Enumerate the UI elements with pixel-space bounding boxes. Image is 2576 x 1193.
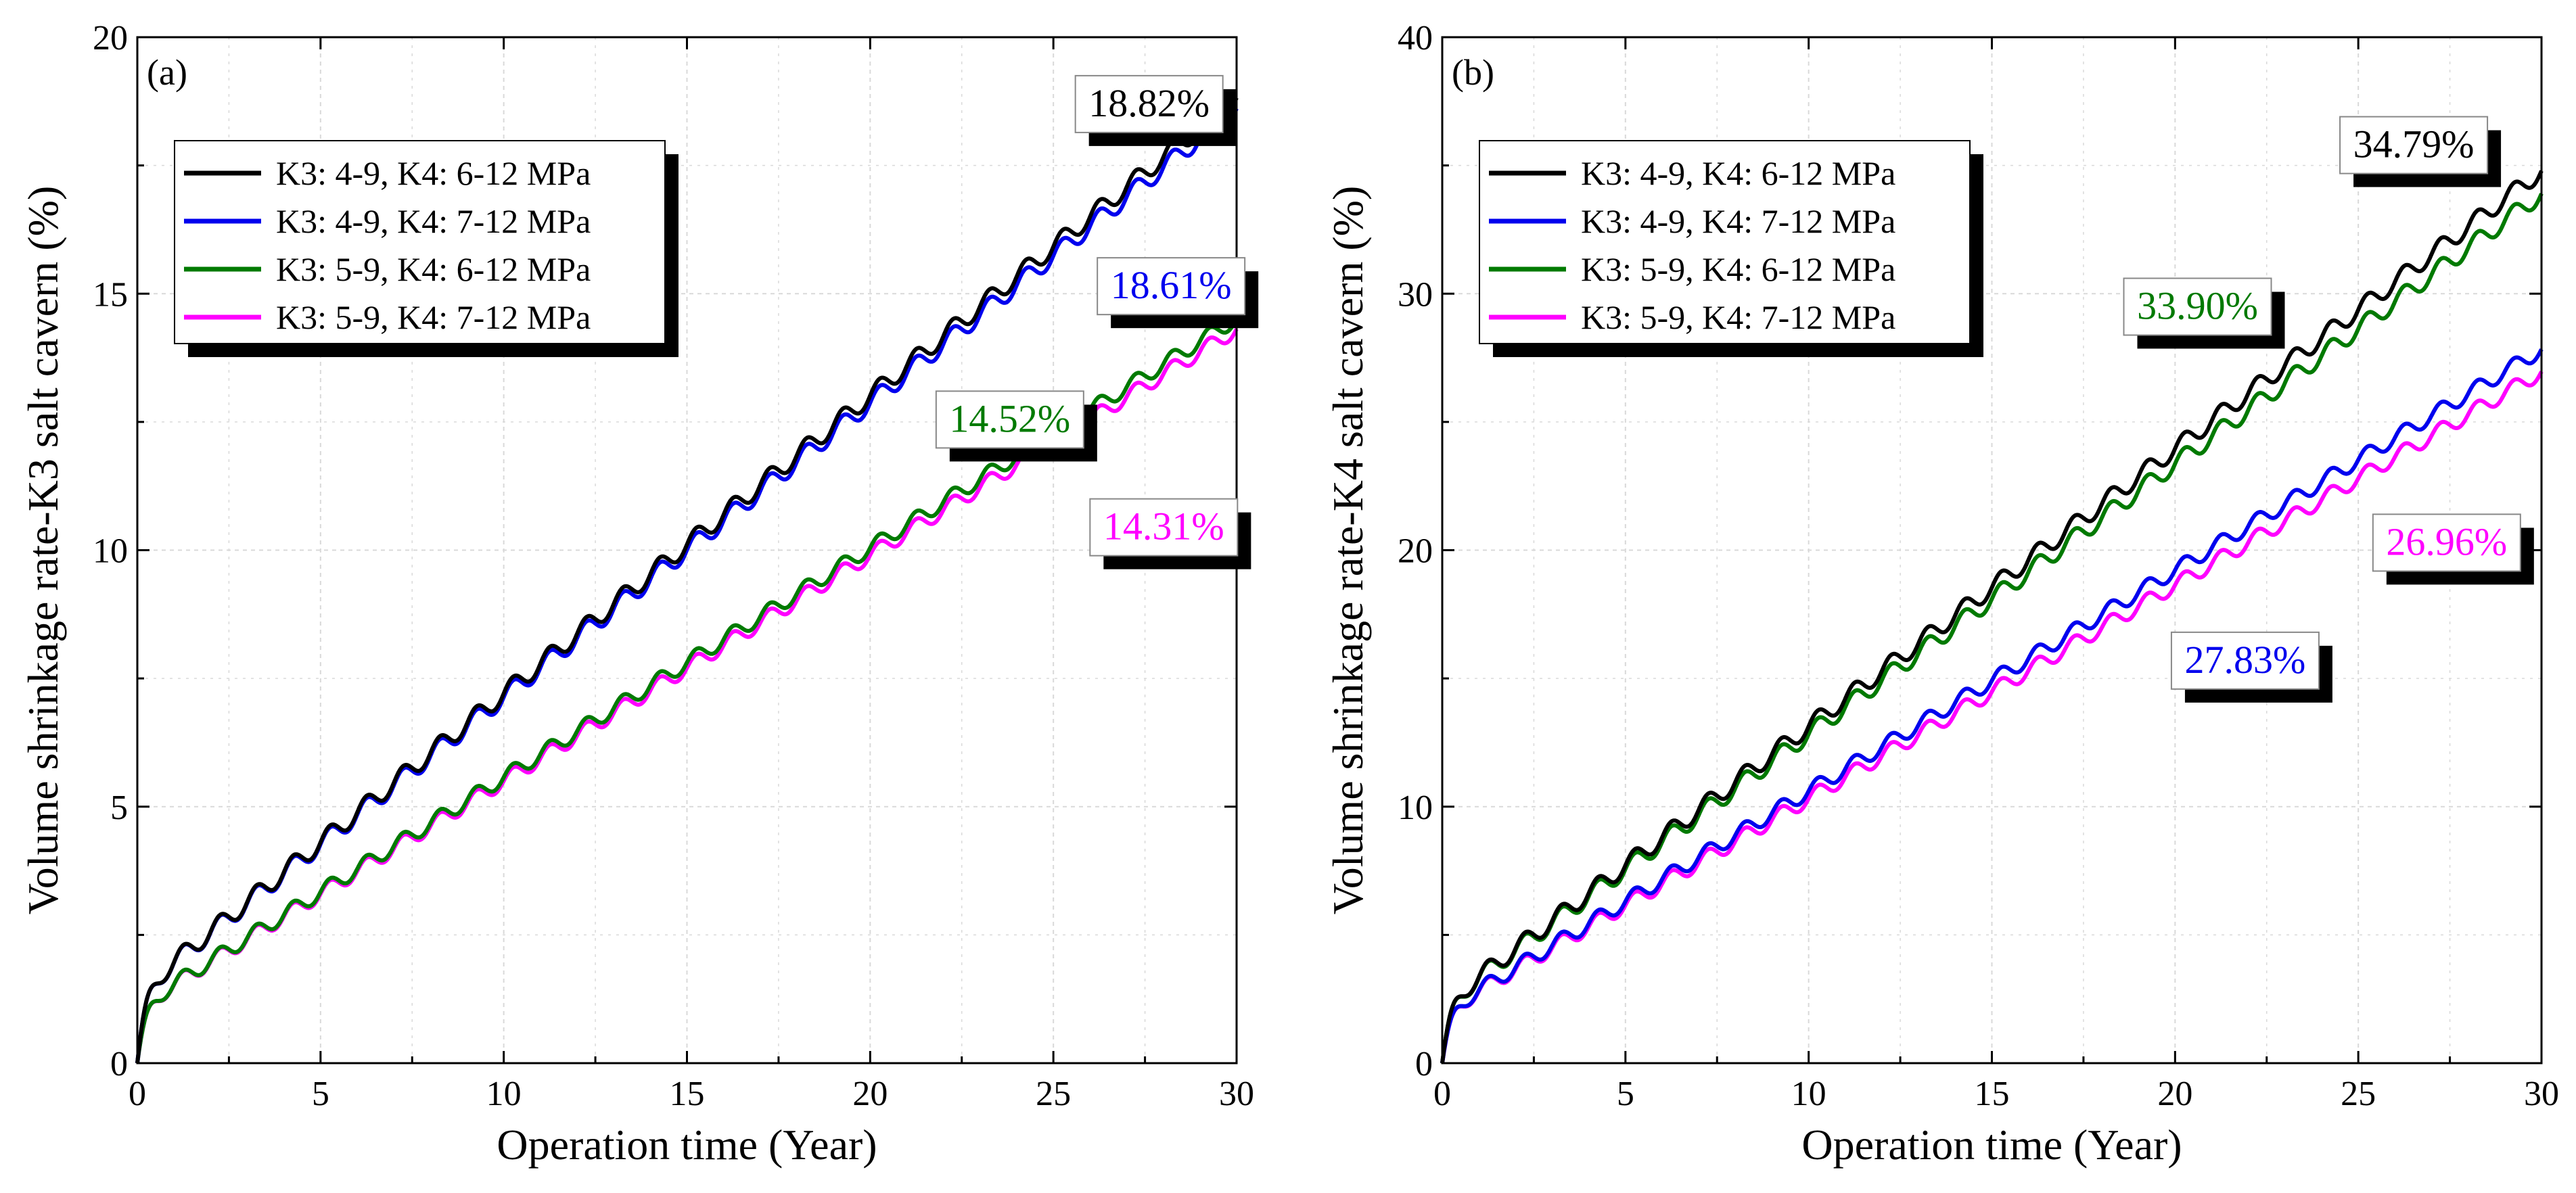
annotation-label: 14.52%	[949, 396, 1070, 440]
x-tick-label: 30	[2524, 1075, 2559, 1113]
x-tick-label: 20	[2157, 1075, 2192, 1113]
legend-entry: K3: 4-9, K4: 7-12 MPa	[276, 202, 591, 240]
legend-entry: K3: 5-9, K4: 6-12 MPa	[1581, 250, 1895, 288]
x-tick-label: 5	[1617, 1075, 1634, 1113]
y-tick-label: 5	[110, 789, 128, 827]
x-tick-label: 0	[1433, 1075, 1451, 1113]
annotation-label: 33.90%	[2137, 283, 2258, 327]
x-axis-label: Operation time (Year)	[1801, 1121, 2182, 1169]
panel-label: (a)	[147, 52, 187, 93]
y-tick-label: 0	[1415, 1045, 1433, 1083]
series-line-1	[135, 97, 1239, 1064]
y-tick-label: 15	[93, 275, 128, 314]
x-tick-label: 30	[1219, 1075, 1254, 1113]
x-tick-label: 25	[2341, 1075, 2376, 1113]
legend-entry: K3: 4-9, K4: 6-12 MPa	[1581, 154, 1895, 192]
annotation-box	[2372, 513, 2521, 572]
annotation-label: 14.31%	[1103, 505, 1224, 548]
x-tick-label: 10	[1791, 1075, 1826, 1113]
x-tick-label: 0	[129, 1075, 146, 1113]
y-tick-label: 40	[1398, 19, 1433, 57]
y-tick-label: 20	[1398, 532, 1433, 571]
legend-entry: K3: 5-9, K4: 7-12 MPa	[276, 298, 591, 336]
y-tick-label: 10	[1398, 789, 1433, 827]
y-tick-label: 20	[93, 19, 128, 57]
annotation-label: 34.79%	[2353, 122, 2475, 166]
annotation-box	[1074, 74, 1224, 133]
annotation-label: 18.82%	[1088, 81, 1210, 125]
series-line-1	[1440, 170, 2544, 1064]
annotation-label: 18.61%	[1111, 263, 1232, 307]
annotation-box	[935, 390, 1084, 449]
series-line-2	[1440, 348, 2544, 1064]
y-tick-label: 0	[110, 1045, 128, 1083]
x-tick-label: 15	[1975, 1075, 2010, 1113]
annotation-label: 26.96%	[2386, 519, 2507, 563]
annotation-box	[2339, 116, 2489, 174]
x-tick-label: 15	[670, 1075, 705, 1113]
y-tick-label: 10	[93, 532, 128, 571]
x-tick-label: 25	[1036, 1075, 1071, 1113]
legend-entry: K3: 4-9, K4: 6-12 MPa	[276, 154, 591, 192]
y-axis-label: Volume shrinkage rate-K3 salt cavern (%)	[19, 186, 67, 915]
panel-label: (b)	[1452, 52, 1494, 93]
annotation-box	[2123, 277, 2272, 336]
annotation-box	[2170, 631, 2320, 690]
legend-entry: K3: 5-9, K4: 6-12 MPa	[276, 250, 591, 288]
y-tick-label: 30	[1398, 275, 1433, 314]
legend-entry: K3: 5-9, K4: 7-12 MPa	[1581, 298, 1895, 336]
annotation-box	[1097, 257, 1246, 316]
chart-panel-a: 0 5 10 15 20 25 30 0 5 10 15 20 Operation time (Year…	[19, 19, 1259, 1169]
series-line-4	[1440, 371, 2544, 1064]
x-tick-label: 20	[852, 1075, 888, 1113]
chart-panel-b: 0 5 10 15 20 25 30 0 10 20 30 40 Operation time (Yea…	[1324, 19, 2559, 1169]
annotation-label: 27.83%	[2185, 638, 2306, 682]
y-axis-label: Volume shrinkage rate-K4 salt cavern (%)	[1324, 186, 1372, 915]
x-tick-label: 5	[312, 1075, 329, 1113]
legend-entry: K3: 4-9, K4: 7-12 MPa	[1581, 202, 1895, 240]
x-tick-label: 10	[486, 1075, 522, 1113]
annotation-box	[1089, 498, 1239, 557]
x-axis-label: Operation time (Year)	[497, 1121, 877, 1169]
